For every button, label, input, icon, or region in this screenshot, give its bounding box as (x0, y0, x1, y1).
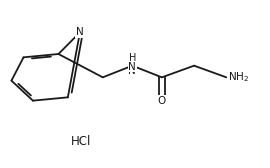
Text: H: H (129, 53, 136, 63)
Text: HCl: HCl (71, 135, 92, 148)
Text: N: N (76, 27, 84, 37)
Text: NH$_2$: NH$_2$ (228, 70, 249, 84)
Text: H
N: H N (129, 55, 136, 76)
Text: N: N (129, 61, 136, 72)
Text: O: O (158, 96, 166, 106)
